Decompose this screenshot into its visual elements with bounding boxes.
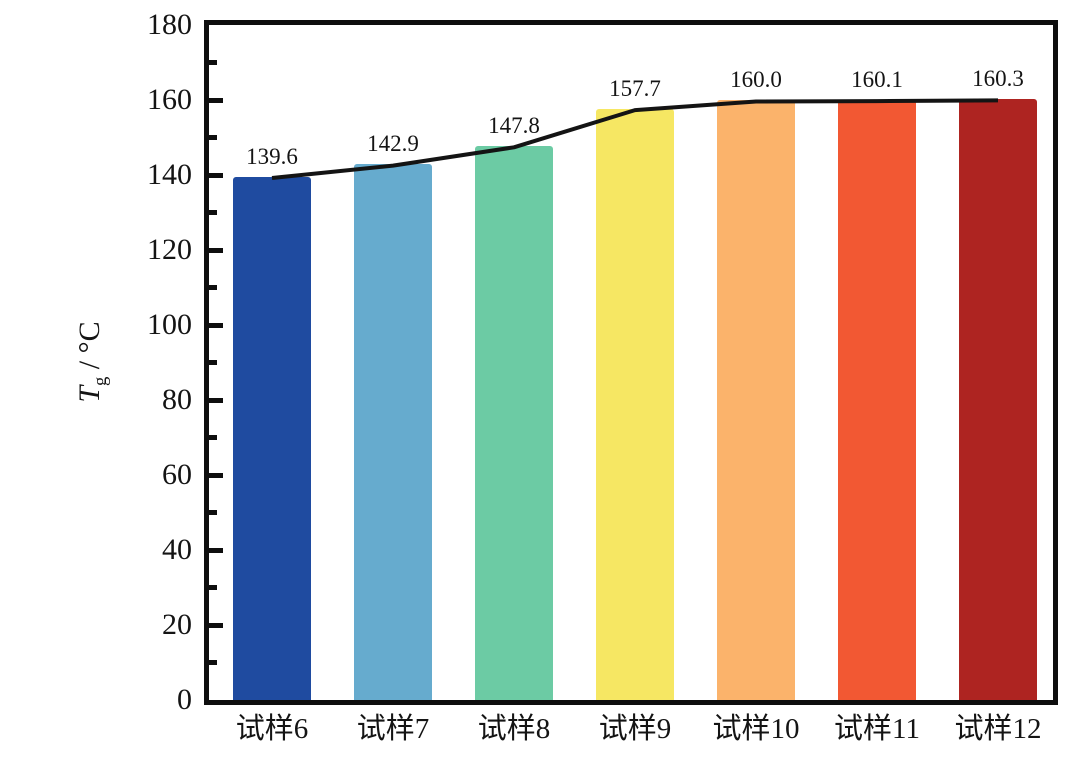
bar-value-label: 147.8 (488, 112, 540, 138)
bar-value-label: 139.6 (246, 143, 298, 169)
y-axis-major-tick (209, 472, 223, 478)
bar (354, 164, 432, 700)
y-axis-major-tick (209, 247, 223, 253)
x-category-label: 试样8 (477, 713, 551, 745)
x-category-label: 试样12 (954, 713, 1042, 745)
y-axis-minor-tick (209, 585, 217, 590)
bar (717, 100, 795, 700)
trend-line-layer (271, 98, 999, 180)
y-axis-tick-label: 100 (147, 308, 192, 341)
y-axis-tick-label: 60 (162, 458, 192, 491)
bar-value-label: 142.9 (367, 131, 419, 157)
bar (838, 99, 916, 700)
bar (233, 176, 311, 700)
bar (959, 98, 1037, 700)
trend-line (271, 98, 999, 180)
bar-value-label: 160.3 (972, 65, 1024, 91)
x-category-label: 试样11 (834, 713, 920, 745)
y-axis-tick-label: 160 (147, 83, 192, 116)
y-axis-major-tick (209, 622, 223, 628)
y-axis-tick-label: 80 (162, 383, 192, 416)
x-category-label: 试样9 (598, 713, 672, 745)
bar-value-label: 157.7 (609, 75, 661, 101)
x-category-label: 试样7 (356, 713, 430, 745)
y-axis-minor-tick (209, 360, 217, 365)
bar-value-label: 160.0 (730, 67, 782, 92)
y-axis-major-tick (209, 322, 223, 328)
y-axis-minor-tick (209, 135, 217, 140)
bar (596, 108, 674, 700)
y-axis-tick-label: 120 (147, 233, 192, 266)
y-axis-separator: / (73, 353, 106, 377)
plot-area: 139.6 142.9 147.8 157.7 160.0 160.1 160.3 (204, 20, 1058, 705)
y-axis-major-tick (209, 97, 223, 103)
x-category-label: 试样6 (235, 713, 309, 745)
y-axis-tick-label: 40 (162, 533, 192, 566)
y-axis-minor-tick (209, 660, 217, 665)
y-axis-major-tick (209, 547, 223, 553)
y-axis-tick-label: 20 (162, 608, 192, 641)
y-axis-minor-tick (209, 285, 217, 290)
bar-value-label: 160.1 (851, 66, 903, 92)
y-axis-minor-tick (209, 435, 217, 440)
y-axis-minor-tick (209, 210, 217, 215)
bar (475, 145, 553, 700)
y-axis-tick-label: 140 (147, 158, 192, 191)
y-axis-major-tick (209, 172, 223, 178)
y-axis-minor-tick (209, 60, 217, 65)
x-category-label: 试样10 (712, 713, 800, 745)
y-axis-major-tick (209, 397, 223, 403)
y-axis-tick-label: 0 (177, 683, 192, 716)
y-axis-minor-tick (209, 510, 217, 515)
y-axis-tick-label: 180 (147, 8, 192, 41)
